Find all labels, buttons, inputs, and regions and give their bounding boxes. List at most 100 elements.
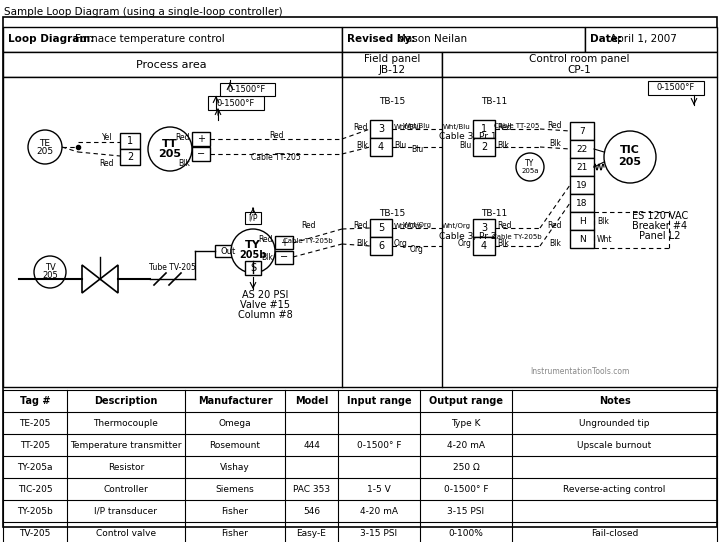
Bar	[570, 230, 594, 248]
Bar	[370, 237, 392, 255]
Text: Control room panel
CP-1: Control room panel CP-1	[528, 54, 629, 75]
Circle shape	[231, 229, 275, 273]
Bar	[342, 52, 442, 77]
Text: Reverse-acting control: Reverse-acting control	[563, 485, 666, 494]
Text: April 1, 2007: April 1, 2007	[610, 35, 677, 44]
Text: 2: 2	[127, 152, 133, 162]
Text: 1: 1	[481, 124, 487, 134]
Text: I/P: I/P	[248, 214, 258, 223]
Text: 5: 5	[378, 223, 384, 233]
Text: Panel L2: Panel L2	[639, 231, 680, 241]
Circle shape	[148, 127, 192, 171]
Text: Blk: Blk	[549, 240, 561, 248]
Text: 0-1500°F: 0-1500°F	[657, 83, 695, 93]
Bar	[473, 219, 495, 237]
Text: 0-1500°F: 0-1500°F	[228, 85, 266, 94]
Bar	[192, 132, 210, 146]
Bar	[570, 176, 594, 194]
Text: 444: 444	[303, 441, 320, 449]
Bar	[275, 236, 293, 249]
Text: Out: Out	[220, 247, 235, 255]
Text: AS 20 PSI: AS 20 PSI	[242, 290, 288, 300]
Text: Blu: Blu	[459, 140, 471, 150]
Bar	[473, 120, 495, 138]
Text: Loop Diagram:: Loop Diagram:	[8, 35, 94, 44]
Text: Org: Org	[410, 246, 424, 255]
Text: 19: 19	[576, 180, 588, 190]
Text: Sample Loop Diagram (using a single-loop controller): Sample Loop Diagram (using a single-loop…	[4, 7, 283, 17]
Text: Blk: Blk	[356, 140, 368, 150]
Text: TY-205a: TY-205a	[17, 462, 53, 472]
Bar	[275, 251, 293, 264]
Text: TY: TY	[245, 240, 261, 250]
Text: Blk: Blk	[497, 140, 509, 150]
Text: TB-11: TB-11	[481, 210, 507, 218]
Text: Red: Red	[548, 121, 562, 131]
Text: −: −	[280, 252, 288, 262]
Bar	[370, 219, 392, 237]
Bar	[570, 194, 594, 212]
Text: Description: Description	[94, 396, 158, 406]
Bar	[648, 81, 704, 95]
Text: InstrumentationTools.com: InstrumentationTools.com	[531, 367, 630, 377]
Text: Wht/Blu: Wht/Blu	[444, 124, 471, 130]
Text: 1: 1	[127, 136, 133, 146]
Text: Field panel
JB-12: Field panel JB-12	[364, 54, 420, 75]
Text: 1-5 V: 1-5 V	[367, 485, 391, 494]
Text: TIC: TIC	[620, 145, 640, 155]
Text: Siemens: Siemens	[215, 485, 254, 494]
Text: Valve #15: Valve #15	[240, 300, 290, 310]
Text: 0-1500° F: 0-1500° F	[444, 485, 488, 494]
Text: I/P transducer: I/P transducer	[94, 507, 158, 515]
Bar	[370, 138, 392, 156]
Bar	[442, 52, 717, 77]
Bar	[370, 120, 392, 138]
Text: Blk: Blk	[356, 240, 368, 248]
Text: 546: 546	[303, 507, 320, 515]
Text: 0-100%: 0-100%	[449, 528, 483, 538]
Text: Cable TY-205b: Cable TY-205b	[283, 238, 333, 244]
Text: S: S	[250, 263, 256, 273]
Text: 3: 3	[378, 124, 384, 134]
Text: 4-20 mA: 4-20 mA	[360, 507, 398, 515]
Text: 205a: 205a	[521, 168, 539, 174]
Bar	[570, 158, 594, 176]
Text: 6: 6	[378, 241, 384, 251]
Bar	[220, 83, 275, 96]
Circle shape	[34, 256, 66, 288]
Text: Red: Red	[258, 235, 273, 243]
Circle shape	[516, 153, 544, 181]
Text: Omega: Omega	[219, 418, 251, 428]
Text: Vishay: Vishay	[220, 462, 250, 472]
Text: TY: TY	[526, 158, 535, 167]
Text: H: H	[579, 216, 585, 225]
Text: Revised by:: Revised by:	[347, 35, 415, 44]
Text: Blk: Blk	[549, 139, 561, 149]
Bar	[570, 212, 594, 230]
Text: 4-20 mA: 4-20 mA	[447, 441, 485, 449]
Bar	[192, 147, 210, 161]
Text: Ungrounded tip: Ungrounded tip	[580, 418, 649, 428]
Text: Org: Org	[457, 240, 471, 248]
Text: Fisher: Fisher	[222, 528, 248, 538]
Text: 0-1500°F: 0-1500°F	[217, 99, 255, 107]
Text: Wht/Blu: Wht/Blu	[403, 123, 431, 129]
Bar	[120, 133, 140, 149]
Bar	[120, 149, 140, 165]
Text: 205: 205	[158, 149, 181, 159]
Text: Control valve: Control valve	[96, 528, 156, 538]
Text: Column #8: Column #8	[238, 310, 292, 320]
Text: Cable 3, Pr 1: Cable 3, Pr 1	[439, 132, 497, 140]
Text: 2: 2	[481, 142, 487, 152]
Text: Notes: Notes	[598, 396, 631, 406]
Text: Controller: Controller	[104, 485, 148, 494]
Text: Tube TV-205: Tube TV-205	[148, 262, 195, 272]
Bar	[570, 140, 594, 158]
Text: Red: Red	[497, 222, 511, 230]
Text: 205b: 205b	[239, 250, 266, 260]
Text: TY-205b: TY-205b	[17, 507, 53, 515]
Text: Red: Red	[100, 158, 114, 167]
Text: N: N	[579, 235, 585, 243]
Bar	[570, 122, 594, 140]
Text: Wht/Blu: Wht/Blu	[394, 124, 422, 130]
